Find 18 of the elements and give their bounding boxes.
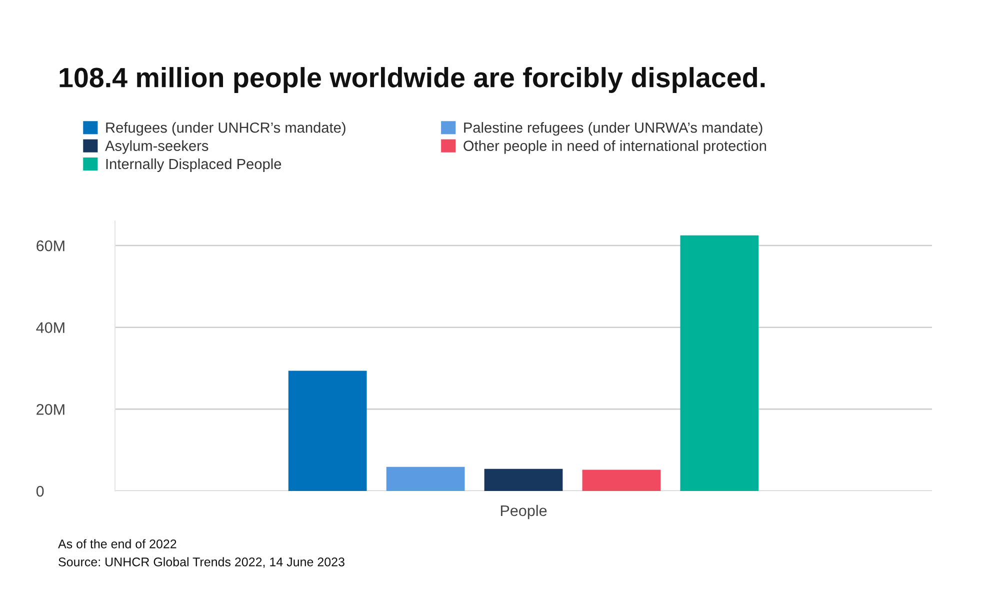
text: As of the end of 2022 <box>58 539 176 548</box>
bar <box>484 468 563 491</box>
bar <box>288 370 367 491</box>
bar <box>680 235 759 491</box>
y-tick-label: 60M <box>36 240 64 252</box>
bar <box>582 470 661 491</box>
legend-label: Other people in need of international protection <box>464 140 766 154</box>
legend-label: Refugees (under UNHCR’s mandate) <box>106 122 346 136</box>
legend-label: Asylum-seekers <box>105 140 208 154</box>
bar <box>386 466 465 491</box>
y-tick-label: 0 <box>36 486 44 497</box>
legend-label: Internally Displaced People <box>106 158 282 172</box>
x-tick-label: People <box>500 504 547 520</box>
y-tick-label: 40M <box>36 322 64 334</box>
y-tick-label: 20M <box>36 404 64 415</box>
legend-label: Palestine refugees (under UNRWA’s mandate) <box>464 122 762 136</box>
source-note: Source: UNHCR Global Trends 2022, 14 June 2023 <box>58 557 344 568</box>
chart-title: 108.4 million people worldwide are forcibly displaced. <box>60 67 765 93</box>
